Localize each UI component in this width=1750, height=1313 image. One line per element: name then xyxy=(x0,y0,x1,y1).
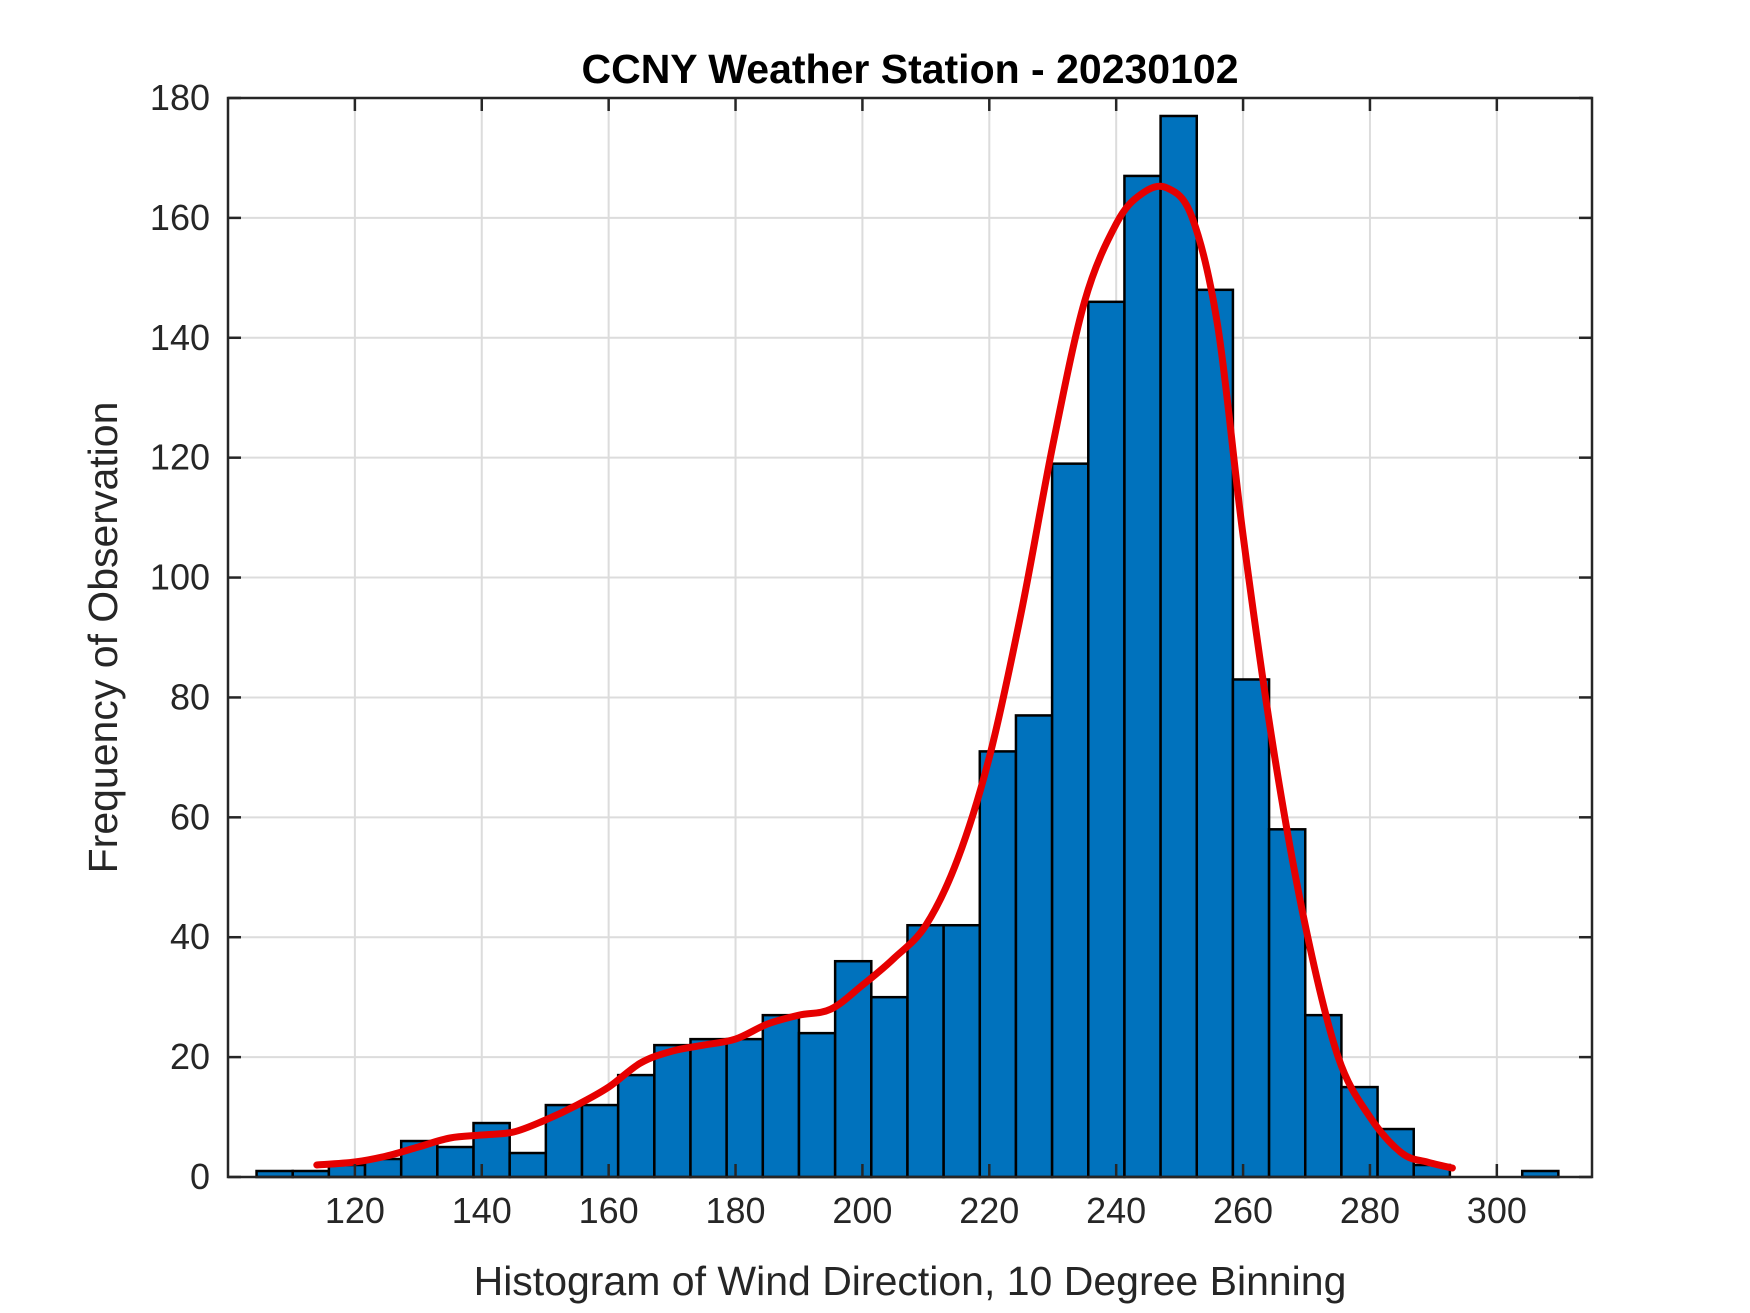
x-tick-label: 260 xyxy=(1213,1190,1273,1231)
histogram-bar xyxy=(1014,714,1054,1179)
histogram-bar xyxy=(580,1103,620,1179)
histogram-bar xyxy=(1159,114,1199,1179)
x-tick-label: 200 xyxy=(832,1190,892,1231)
axes-box xyxy=(226,96,1594,1179)
y-tick-label: 0 xyxy=(190,1156,210,1197)
y-tick-label: 60 xyxy=(170,796,210,837)
y-tick-label: 100 xyxy=(150,557,210,598)
histogram-bar xyxy=(978,750,1018,1179)
x-axis-label: Histogram of Wind Direction, 10 Degree B… xyxy=(474,1258,1347,1304)
chart-title: CCNY Weather Station - 20230102 xyxy=(581,46,1238,92)
histogram-bar xyxy=(761,1013,801,1179)
histogram-bar xyxy=(436,1145,475,1179)
axes-frame xyxy=(226,96,1594,1179)
histogram-bars xyxy=(255,114,1560,1179)
x-tick-label: 240 xyxy=(1086,1190,1146,1231)
histogram-bar xyxy=(1050,462,1090,1179)
tick-labels: 120 140 160 180 200 220 240 260 280 300 0 20 40 60 80 1… xyxy=(150,77,1527,1231)
y-tick-label: 80 xyxy=(170,676,210,717)
x-tick-label: 220 xyxy=(959,1190,1019,1231)
y-axis-label: Frequency of Observation xyxy=(80,402,126,874)
histogram-bar xyxy=(689,1037,728,1179)
x-tick-label: 160 xyxy=(579,1190,639,1231)
histogram-bar xyxy=(906,923,945,1179)
x-tick-label: 180 xyxy=(705,1190,765,1231)
y-tick-label: 140 xyxy=(150,317,210,358)
histogram-bar xyxy=(508,1151,548,1179)
x-tick-label: 140 xyxy=(452,1190,512,1231)
histogram-bar xyxy=(725,1037,765,1179)
histogram-bar xyxy=(870,995,909,1179)
y-tick-label: 160 xyxy=(150,197,210,238)
x-tick-label: 300 xyxy=(1467,1190,1527,1231)
histogram-bar xyxy=(653,1043,692,1179)
fit-curve-layer xyxy=(313,182,1456,1172)
histogram-bar xyxy=(1231,678,1271,1179)
histogram-bar xyxy=(797,1031,837,1179)
y-tick-label: 120 xyxy=(150,437,210,478)
histogram-bar xyxy=(942,923,982,1179)
y-tick-label: 20 xyxy=(170,1036,210,1077)
x-tick-label: 280 xyxy=(1340,1190,1400,1231)
y-tick-label: 40 xyxy=(170,916,210,957)
y-tick-label: 180 xyxy=(150,77,210,118)
x-tick-label: 120 xyxy=(325,1190,385,1231)
histogram-bar xyxy=(616,1073,656,1179)
fit-curve xyxy=(313,182,1456,1172)
histogram-bar xyxy=(1087,300,1126,1179)
histogram-bar xyxy=(1123,174,1162,1179)
